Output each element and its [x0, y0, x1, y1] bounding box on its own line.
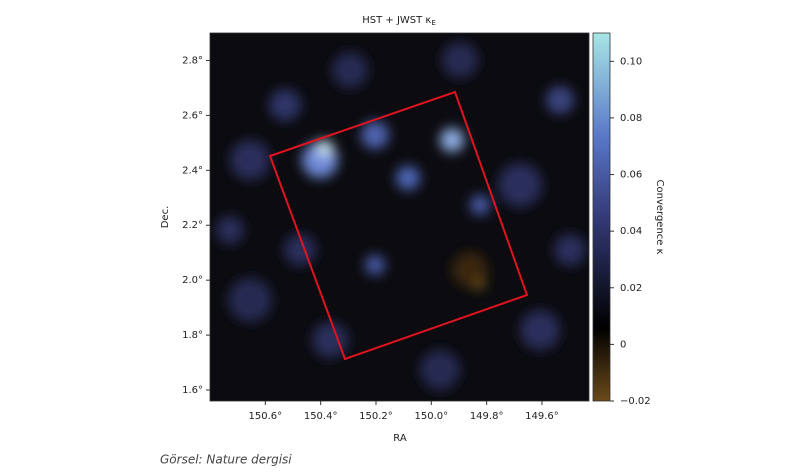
y-tick-label: 1.8°: [182, 330, 203, 341]
y-tick-label: 2.0°: [182, 275, 203, 286]
y-tick-label: 2.8°: [182, 55, 203, 66]
colorbar-tick-label: 0.08: [620, 113, 642, 124]
colorbar-tick-label: 0.06: [620, 170, 642, 181]
colorbar-tick-label: 0.02: [620, 283, 642, 294]
colorbar-tick-label: 0: [620, 339, 626, 350]
colorbar-tick-label: −0.02: [620, 396, 651, 407]
caption: Görsel: Nature dergisi: [160, 453, 292, 467]
title-subscript: E: [431, 19, 435, 27]
y-tick-label: 1.6°: [182, 385, 203, 396]
colorbar-label: Convergence κ: [654, 179, 665, 254]
x-tick-label: 150.6°: [249, 411, 283, 422]
y-tick-label: 2.2°: [182, 220, 203, 231]
chart-title: HST + JWST κE: [362, 15, 436, 27]
title-main: HST + JWST κ: [362, 15, 431, 26]
x-tick-label: 150.4°: [304, 411, 338, 422]
x-tick-label: 149.8°: [470, 411, 504, 422]
x-tick-label: 150.0°: [414, 411, 448, 422]
x-axis-label: RA: [393, 433, 407, 444]
survey-footprint: [268, 90, 529, 361]
y-axis-label: Dec.: [160, 206, 171, 229]
plot-frame: [209, 32, 590, 402]
y-tick-label: 2.6°: [182, 110, 203, 121]
colorbar-tick-label: 0.04: [620, 226, 642, 237]
x-tick-label: 149.6°: [525, 411, 559, 422]
colorbar-tick-label: 0.10: [620, 56, 642, 67]
x-tick-label: 150.2°: [359, 411, 393, 422]
colorbar: [592, 32, 611, 402]
y-tick-label: 2.4°: [182, 165, 203, 176]
